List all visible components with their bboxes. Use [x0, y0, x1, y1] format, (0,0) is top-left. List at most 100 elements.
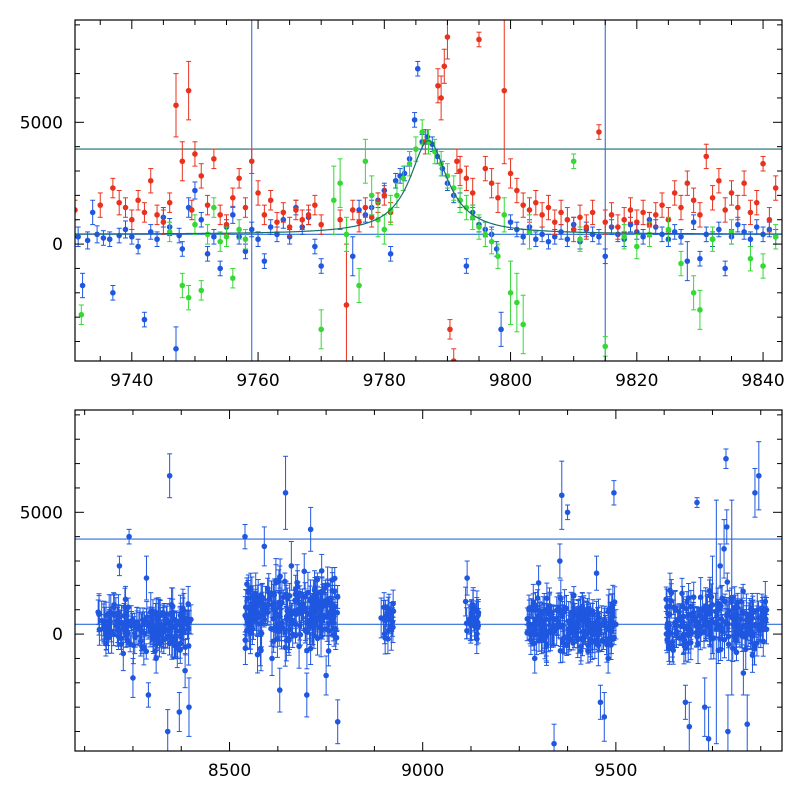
bottom-blue-point-21 — [176, 692, 183, 733]
top-red-point-99 — [741, 170, 747, 196]
bottom-dense-point-1-213 — [305, 571, 311, 614]
top-red-point-63 — [514, 177, 520, 204]
bottom-dense-point-4-193 — [593, 615, 599, 641]
top-blue-point-18 — [176, 227, 182, 244]
bottom-dense-point-4-145 — [606, 588, 612, 630]
bottom-blue-point-48 — [464, 560, 470, 596]
bottom-blue-point-56 — [551, 723, 557, 751]
bottom-blue-point-72 — [686, 701, 693, 751]
top-red-point-93 — [703, 143, 710, 170]
bottom-blue-point-79 — [713, 499, 720, 745]
bottom-blue-point-87 — [740, 650, 747, 696]
top-blue-point-107 — [741, 224, 747, 240]
top-green-point-54 — [697, 289, 703, 330]
bottom-blue-point-23 — [182, 653, 188, 689]
bottom-dense-point-2-3 — [378, 597, 384, 639]
top-red-point-66 — [533, 190, 539, 216]
top-green-point-59 — [772, 224, 779, 250]
top-blue-point-24 — [211, 228, 217, 245]
top-green-point-45 — [570, 153, 577, 170]
top-red-point-67 — [539, 202, 545, 228]
bottom-dense-point-1-157 — [242, 596, 248, 636]
top-red-point-10 — [160, 209, 167, 235]
bottom-blue-point-17 — [164, 709, 171, 751]
top-green-point-41 — [507, 260, 514, 325]
top-blue-point-22 — [198, 211, 205, 228]
bottom-blue-point-67 — [611, 480, 617, 506]
bottom-blue-point-60 — [570, 597, 577, 628]
bottom-blue-point-66 — [605, 643, 611, 674]
top-blue-point-7 — [110, 284, 116, 301]
top-red-point-22 — [230, 187, 236, 209]
top-red-point-47 — [435, 68, 441, 104]
top-green-point-6 — [204, 224, 211, 245]
top-green-point-11 — [236, 219, 242, 240]
top-red-point-102 — [760, 155, 766, 172]
top-green-point-14 — [331, 165, 337, 235]
top-blue-point-48 — [387, 246, 394, 262]
bottom-blue-point-90 — [752, 467, 758, 518]
bottom-dense-point-5-78 — [663, 586, 669, 613]
top-red-point-2 — [110, 177, 116, 199]
top-green-point-39 — [495, 243, 501, 269]
top-red-point-31 — [286, 216, 293, 238]
top-red-point-14 — [185, 60, 192, 121]
top-green-point-15 — [337, 158, 343, 209]
bottom-blue-point-84 — [725, 694, 731, 751]
bottom-blue-point-55 — [543, 631, 550, 662]
bottom-dense-point-4-168 — [561, 596, 568, 628]
bottom-blue-point-50 — [470, 589, 476, 620]
top-red-point-76 — [596, 124, 602, 140]
top-red-point-88 — [671, 180, 678, 206]
top-red-point-73 — [577, 204, 583, 230]
bottom-axes-frame — [74, 409, 783, 752]
top-blue-point-63 — [463, 258, 470, 274]
bottom-blue-point-7 — [126, 528, 132, 545]
top-green-point-53 — [690, 275, 697, 311]
bottom-blue-point-78 — [709, 555, 716, 655]
top-red-point-38 — [343, 243, 350, 361]
top-blue-point-30 — [248, 221, 255, 238]
bottom-dense-point-1-224 — [250, 590, 256, 627]
bottom-blue-point-65 — [601, 692, 608, 742]
top-red-point-27 — [261, 204, 268, 226]
top-green-point-0 — [78, 304, 85, 325]
bottom-blue-point-32 — [269, 640, 275, 676]
bottom-blue-point-45 — [381, 592, 387, 623]
bottom-y-tick-label-0: 0 — [52, 625, 63, 645]
bottom-dense-point-1-148 — [332, 607, 339, 650]
top-red-point-7 — [141, 202, 148, 223]
top-blue-point-13 — [147, 224, 154, 240]
top-green-point-10 — [230, 267, 236, 289]
top-blue-point-97 — [678, 228, 684, 245]
top-red-point-39 — [349, 199, 356, 221]
top-model-curve — [75, 139, 782, 235]
top-red-point-28 — [267, 190, 274, 211]
top-green-point-37 — [482, 221, 489, 248]
bottom-blue-point-53 — [531, 643, 538, 674]
bottom-blue-point-70 — [674, 604, 681, 635]
top-red-point-17 — [198, 163, 205, 189]
top-blue-point-41 — [318, 258, 324, 274]
bottom-blue-point-91 — [756, 441, 762, 511]
top-red-point-35 — [312, 194, 318, 216]
top-red-point-95 — [716, 168, 722, 194]
top-red-point-103 — [766, 207, 773, 233]
top-red-point-36 — [318, 214, 324, 235]
bottom-blue-point-69 — [667, 572, 673, 608]
bottom-blue-point-63 — [593, 555, 600, 591]
bottom-blue-point-38 — [304, 672, 310, 718]
bottom-blue-point-6 — [120, 636, 127, 672]
bottom-dense-point-1-207 — [307, 632, 314, 665]
bottom-blue-point-1 — [101, 614, 107, 640]
bottom-blue-point-46 — [385, 623, 391, 655]
top-blue-point-72 — [520, 228, 526, 245]
bottom-dense-point-4-198 — [530, 617, 537, 644]
top-green-point-7 — [211, 197, 217, 218]
bottom-blue-point-73 — [690, 604, 696, 635]
bottom-dense-point-1-200 — [259, 583, 266, 616]
top-red-point-91 — [690, 187, 697, 213]
bottom-dense-point-1-210 — [283, 619, 290, 662]
bottom-dense-point-4-199 — [603, 626, 610, 656]
